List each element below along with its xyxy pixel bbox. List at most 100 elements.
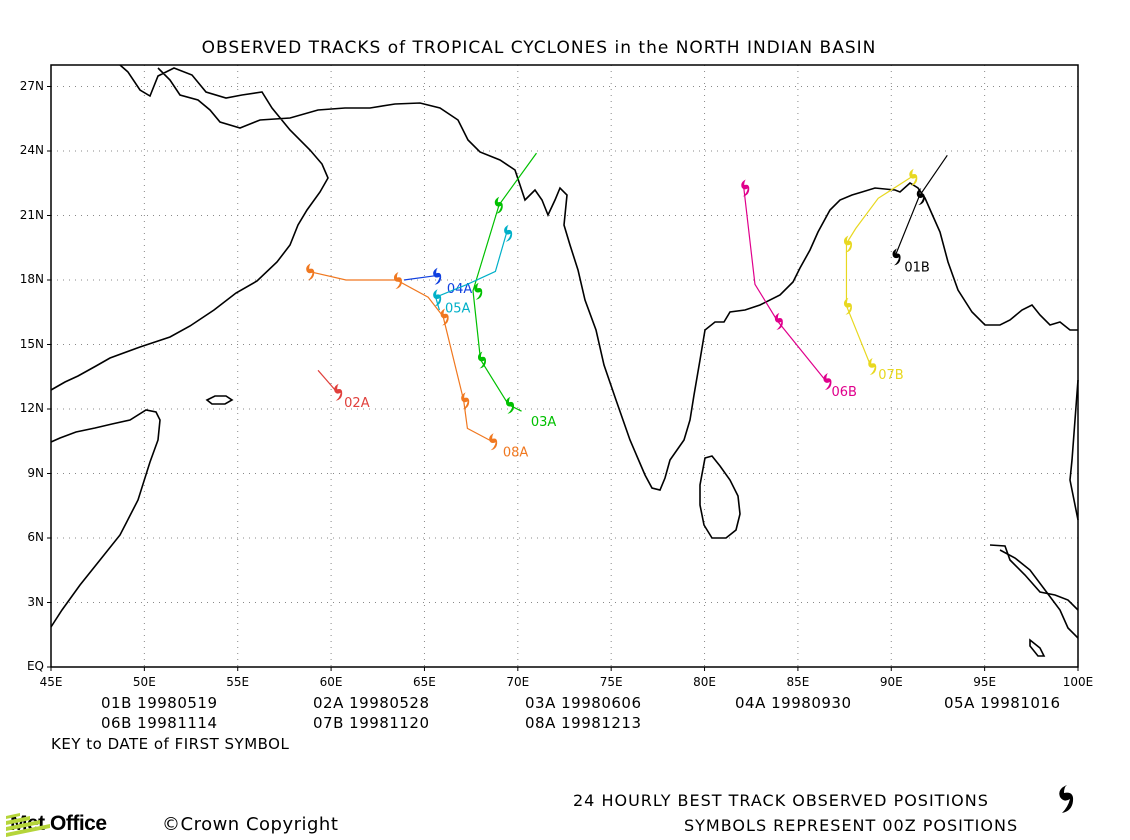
- footer-line-1: 24 HOURLY BEST TRACK OBSERVED POSITIONS: [573, 791, 989, 810]
- y-tick-label: 3N: [27, 594, 44, 609]
- coastline-socotra: [205, 395, 234, 405]
- x-tick-label: 70E: [506, 675, 530, 689]
- track-08a: 08A: [306, 263, 528, 460]
- cyclone-symbol: [477, 351, 487, 369]
- track-05a: 05A: [433, 224, 513, 316]
- track-line: [403, 275, 436, 281]
- key-date: 19980528: [349, 694, 430, 712]
- met-office-logo: Met Office: [6, 812, 107, 837]
- y-tick-label: 6N: [27, 530, 44, 544]
- track-04a: 04A: [403, 267, 473, 297]
- key-id: 07B: [313, 714, 344, 732]
- track-line: [472, 152, 537, 412]
- cyclone-symbol: [433, 267, 442, 285]
- x-tick-label: 65E: [413, 675, 436, 689]
- cyclone-symbol: [843, 235, 852, 253]
- key-id: 04A: [735, 694, 766, 712]
- key-id: 08A: [525, 714, 556, 732]
- track-label: 06B: [832, 385, 857, 400]
- coastline-sri-lanka: [699, 455, 741, 539]
- track-label: 04A: [447, 282, 473, 297]
- track-label: 08A: [503, 445, 529, 460]
- track-label: 05A: [445, 301, 471, 316]
- x-tick-label: 60E: [319, 675, 343, 689]
- cyclone-symbol: [474, 282, 483, 300]
- coastline-somalia: [50, 409, 161, 628]
- track-line: [434, 232, 508, 311]
- cyclone-symbol: [843, 297, 852, 315]
- x-tick-label: 100E: [1062, 675, 1094, 689]
- key-id: 06B: [101, 714, 132, 732]
- key-date: 19980930: [771, 694, 852, 712]
- cyclone-symbol: [489, 433, 498, 451]
- track-label: 01B: [904, 260, 929, 275]
- cyclone-symbol: [774, 312, 783, 330]
- cyclone-symbol: [505, 396, 515, 414]
- coastline: [50, 64, 1079, 657]
- track-line: [317, 369, 338, 393]
- y-tick-label: EQ: [26, 659, 44, 673]
- track-line: [894, 154, 948, 257]
- key-entry-01b: 01B 19980519: [101, 694, 218, 712]
- track-02a: 02A: [317, 369, 370, 411]
- key-id: 01B: [101, 694, 132, 712]
- track-01b: 01B: [892, 154, 948, 275]
- track-label: 02A: [344, 396, 370, 411]
- key-entry-05a: 05A 19981016: [944, 694, 1061, 712]
- x-tick-label: 80E: [693, 675, 716, 689]
- key-date: 19981213: [561, 714, 642, 732]
- cyclone-symbol: [909, 168, 918, 186]
- key-date: 19981120: [349, 714, 430, 732]
- chart-title: OBSERVED TRACKS of TROPICAL CYCLONES in …: [201, 38, 877, 58]
- key-entry-02a: 02A 19980528: [313, 694, 430, 712]
- x-tick-label: 90E: [879, 675, 903, 689]
- cyclone-symbol: [393, 272, 402, 289]
- y-tick-label: 24N: [19, 143, 44, 157]
- key-date: 19980519: [137, 694, 218, 712]
- cyclone-symbol: [440, 308, 449, 326]
- track-07b: 07B: [843, 168, 918, 383]
- cyclone-symbol: [433, 289, 442, 307]
- y-tick-label: 9N: [27, 465, 44, 480]
- track-line: [743, 187, 827, 382]
- cyclone-symbol: [741, 179, 750, 197]
- key-entry-04a: 04A 19980930: [735, 694, 852, 712]
- coastline-malay: [989, 544, 1079, 611]
- track-line: [308, 270, 492, 442]
- key-id: 03A: [525, 694, 556, 712]
- cyclone-symbol: [504, 224, 513, 242]
- cyclone-symbol: [868, 358, 877, 375]
- key-id: 02A: [313, 694, 344, 712]
- x-tick-label: 85E: [786, 675, 810, 689]
- key-entry-03a: 03A 19980606: [525, 694, 642, 712]
- y-tick-label: 12N: [19, 401, 44, 415]
- coastline-east-edge: [1069, 379, 1079, 521]
- coastline-sumatra: [999, 549, 1079, 639]
- x-tick-label: 50E: [132, 675, 156, 689]
- x-tick-label: 75E: [599, 675, 623, 689]
- key-id: 05A: [944, 694, 975, 712]
- met-office-stripes-icon: [6, 813, 50, 837]
- track-label: 03A: [531, 415, 557, 430]
- plot-frame: [50, 64, 1079, 668]
- coastline-andaman: [1029, 638, 1046, 657]
- cyclone-symbol: [823, 373, 832, 391]
- key-date: 19981114: [137, 714, 218, 732]
- gridlines: [47, 65, 1079, 671]
- key-entry-07b: 07B 19981120: [313, 714, 430, 732]
- track-06b: 06B: [741, 179, 857, 400]
- x-tick-label: 55E: [226, 675, 250, 689]
- cyclone-symbol: [892, 248, 901, 266]
- key-caption: KEY to DATE of FIRST SYMBOL: [51, 735, 290, 753]
- key-entry-08a: 08A 19981213: [525, 714, 642, 732]
- track-line: [845, 176, 913, 367]
- cyclone-symbol: [494, 196, 503, 214]
- y-tick-label: 15N: [19, 336, 44, 351]
- track-label: 07B: [878, 368, 903, 383]
- y-tick-label: 27N: [19, 78, 44, 93]
- coastline-arabia-india: [50, 64, 1078, 491]
- cyclone-tracks: 01B 02A 03A 04A 05A 06B 07B 08A: [306, 152, 948, 460]
- x-tick-label: 95E: [973, 675, 997, 689]
- copyright: ©Crown Copyright: [162, 814, 339, 835]
